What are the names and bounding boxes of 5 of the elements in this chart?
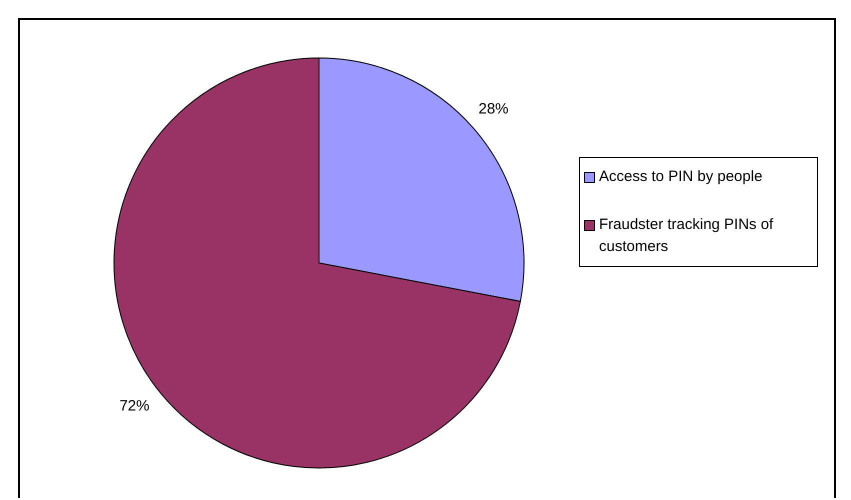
data-label: 28%: [478, 100, 509, 118]
data-label: 72%: [119, 397, 150, 414]
legend-label: Fraudster tracking PINs of customers: [599, 215, 774, 257]
pie-slice: [114, 58, 521, 468]
legend-label: Access to PIN by people: [599, 167, 762, 187]
